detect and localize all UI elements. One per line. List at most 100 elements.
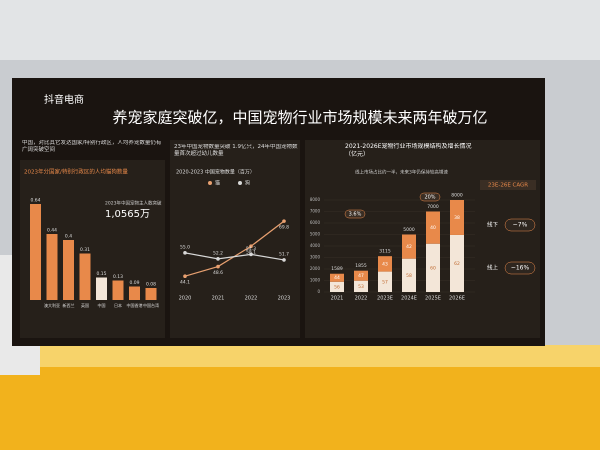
x-tick-label: 2021 bbox=[331, 296, 344, 302]
cagr-box bbox=[480, 180, 536, 190]
segment-label: 60 bbox=[430, 265, 436, 271]
cagr-title: 23E-26E CAGR bbox=[488, 183, 528, 189]
bar bbox=[129, 286, 140, 300]
x-tick-label: 2023E bbox=[377, 296, 393, 302]
bar-label: 0.31 bbox=[80, 247, 90, 253]
y-tick-label: 1000 bbox=[310, 278, 321, 283]
line bbox=[184, 252, 285, 261]
cagr-badge bbox=[504, 218, 536, 232]
middle-headline-box: 23年中国宠物数量突破 1.9亿只，24年中国宠物数量首次超过幼儿数量 bbox=[174, 144, 298, 157]
y-tick-label: 7000 bbox=[310, 209, 321, 214]
category-label: 澳大利亚 bbox=[44, 302, 60, 308]
segment-label: 43 bbox=[382, 261, 388, 267]
segment bbox=[330, 273, 344, 282]
middle-headline: 23年中国宠物数量突破 1.9亿只，24年中国宠物数量首次超过幼儿数量 bbox=[174, 144, 298, 157]
x-tick-label: 2020 bbox=[179, 296, 192, 302]
segment-label: 58 bbox=[406, 273, 412, 279]
segment bbox=[330, 281, 344, 292]
legend-label: 线下 bbox=[487, 221, 499, 229]
segment-label: 57 bbox=[382, 279, 388, 285]
right-note: 线上市场占比约一半，未来3年仍保持较高增速 bbox=[355, 169, 448, 176]
bar bbox=[112, 280, 124, 300]
left-subtitle: 2023年分国家/特别行政区的人均猫狗数量 bbox=[24, 168, 128, 176]
point bbox=[249, 252, 253, 257]
growth-badge bbox=[419, 192, 441, 202]
segment bbox=[450, 200, 464, 235]
segment bbox=[426, 211, 440, 244]
point bbox=[282, 219, 286, 223]
segment bbox=[378, 271, 392, 292]
point bbox=[249, 244, 253, 249]
segment bbox=[402, 234, 416, 259]
x-tick-label: 2024E bbox=[401, 296, 417, 302]
left-note-box: 中国，对比其它发达国家/特别行政区，人均养宠数量仍有广阔突破空间 bbox=[22, 140, 162, 153]
bar-label: 0.13 bbox=[113, 274, 123, 280]
bar bbox=[30, 204, 41, 300]
y-tick-label: 6000 bbox=[310, 220, 321, 225]
stage-edge bbox=[0, 345, 600, 367]
x-tick-label: 2021 bbox=[212, 296, 225, 302]
category-label: 英国 bbox=[81, 302, 89, 308]
cagr-label: ~16% bbox=[511, 265, 530, 272]
bar-label: 0.64 bbox=[30, 198, 40, 204]
logo: 抖音电商 bbox=[44, 93, 84, 106]
title: 养宠家庭突破亿，中国宠物行业市场规模未来两年破万亿 bbox=[112, 109, 487, 127]
left-panel bbox=[20, 160, 165, 338]
legend-label: 猫 bbox=[215, 180, 220, 187]
point-label: 69.8 bbox=[279, 225, 289, 231]
segment-label: 53 bbox=[358, 284, 364, 290]
point-label: 44.1 bbox=[180, 280, 190, 286]
segment-label: 38 bbox=[454, 215, 460, 221]
right-panel bbox=[305, 140, 540, 338]
total-label: 1589 bbox=[331, 266, 343, 272]
point-label: 55.0 bbox=[180, 244, 190, 250]
segment-label: 47 bbox=[358, 273, 364, 279]
x-tick-label: 2022 bbox=[355, 296, 368, 302]
segment bbox=[450, 234, 464, 292]
segment bbox=[402, 258, 416, 292]
segment-label: 42 bbox=[406, 244, 412, 250]
middle-subtitle: 2020-2023 中国宠物数量（百万） bbox=[176, 169, 255, 176]
left-note: 中国，对比其它发达国家/特别行政区，人均养宠数量仍有广阔突破空间 bbox=[22, 140, 162, 153]
legend-marker bbox=[238, 181, 242, 185]
category-label: 中国香港 bbox=[127, 302, 143, 308]
y-tick-label: 4000 bbox=[310, 243, 321, 248]
bar-label: 0.44 bbox=[47, 228, 57, 234]
legend-marker bbox=[208, 181, 212, 185]
segment bbox=[354, 270, 368, 281]
owners-label: 2023年中国宠物主人数突破 bbox=[105, 200, 162, 207]
y-tick-label: 3000 bbox=[310, 255, 321, 260]
point-label: 51.7 bbox=[279, 251, 289, 257]
total-label: 8000 bbox=[451, 193, 463, 199]
bar-label: 0.4 bbox=[65, 234, 72, 240]
bar bbox=[145, 288, 157, 300]
bar-label: 0.15 bbox=[96, 271, 106, 277]
segment-label: 62 bbox=[454, 261, 460, 267]
bar bbox=[79, 253, 91, 300]
segment bbox=[378, 256, 392, 272]
segment-label: 44 bbox=[334, 275, 340, 281]
right-title-box: 2021-2026E宠物行业市场规模结构及增长情况（亿元） bbox=[345, 143, 472, 158]
segment-label: 40 bbox=[430, 225, 436, 231]
point bbox=[183, 251, 187, 255]
total-label: 7000 bbox=[427, 204, 439, 210]
growth-badge bbox=[344, 209, 366, 219]
point-label: 48.6 bbox=[213, 270, 223, 276]
y-tick-label: 2000 bbox=[310, 266, 321, 271]
category-label: 中国 bbox=[98, 302, 106, 308]
bar bbox=[46, 234, 58, 300]
legend-label: 线上 bbox=[487, 264, 499, 272]
bar bbox=[96, 277, 107, 300]
cagr-label: ~7% bbox=[513, 222, 528, 229]
growth-label: 20% bbox=[424, 195, 435, 201]
ceiling bbox=[0, 0, 600, 60]
total-label: 5000 bbox=[403, 227, 415, 233]
middle-panel bbox=[170, 140, 300, 338]
point bbox=[282, 258, 286, 262]
point bbox=[216, 257, 220, 261]
point-label: 54.3 bbox=[246, 246, 256, 252]
bar-label: 0.08 bbox=[146, 282, 156, 288]
category-label: 日本 bbox=[114, 302, 122, 308]
total-label: 1855 bbox=[355, 263, 367, 269]
segment-label: 56 bbox=[334, 284, 340, 290]
